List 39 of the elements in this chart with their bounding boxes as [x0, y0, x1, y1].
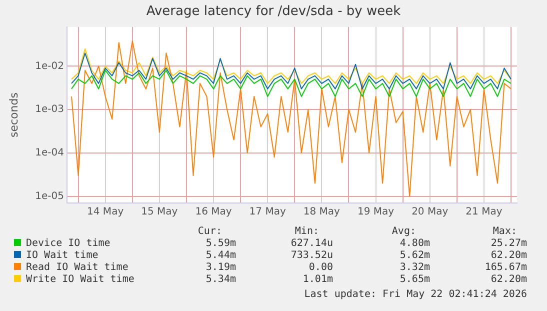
- text: 0.00: [308, 262, 333, 273]
- text: Min:: [294, 226, 319, 237]
- x-tick-label: 15 May: [141, 206, 178, 218]
- text: Cur:: [198, 226, 222, 237]
- text: 733.52u: [290, 250, 333, 261]
- text: 25.27m: [490, 238, 527, 249]
- text: 1.01m: [302, 274, 333, 285]
- y-axis-title: seconds: [7, 92, 20, 138]
- y-tick-label: 1e-03: [35, 104, 64, 116]
- legend-label: Read IO Wait time: [25, 262, 128, 273]
- text: 5.65m: [400, 274, 430, 285]
- text: 5.34m: [206, 274, 236, 285]
- y-tick-label: 1e-02: [35, 60, 64, 72]
- legend-label: Write IO Wait time: [25, 274, 134, 285]
- x-tick-label: 16 May: [195, 206, 232, 218]
- x-tick-label: 14 May: [87, 206, 124, 218]
- legend-label: IO Wait time: [25, 250, 98, 261]
- x-tick-label: 20 May: [412, 206, 448, 218]
- text: Avg:: [392, 226, 416, 237]
- chart-title: Average latency for /dev/sda - by week: [145, 4, 402, 19]
- text: Max:: [492, 226, 517, 237]
- text: 5.44m: [206, 250, 236, 261]
- x-tick-label: 18 May: [303, 206, 340, 218]
- x-tick-label: 17 May: [249, 206, 286, 218]
- text: 627.14u: [290, 238, 333, 249]
- x-tick-label: 19 May: [357, 206, 394, 218]
- text: 62.20m: [490, 250, 527, 261]
- x-tick-label: 21 May: [466, 206, 502, 218]
- text: 3.32m: [400, 262, 430, 273]
- text: Last update: Fri May 22 02:41:24 2026: [304, 289, 527, 300]
- text: 5.59m: [206, 238, 236, 249]
- text: 4.80m: [400, 238, 430, 249]
- text: 5.62m: [400, 250, 430, 261]
- text: 165.67m: [484, 262, 527, 273]
- legend-label: Device IO time: [25, 238, 110, 249]
- y-tick-label: 1e-05: [35, 190, 64, 202]
- text: 62.20m: [490, 274, 527, 285]
- y-tick-label: 1e-04: [35, 148, 64, 159]
- text: 3.19m: [206, 262, 236, 273]
